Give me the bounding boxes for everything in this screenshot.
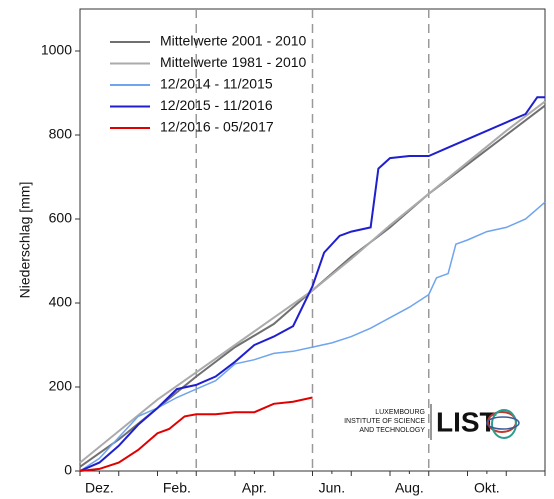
logo-text: AND TECHNOLOGY	[359, 427, 425, 434]
legend: Mittelwerte 2001 - 2010 Mittelwerte 1981 …	[110, 33, 307, 135]
y-axis-label: Niederschlag [mm]	[17, 182, 33, 299]
x-tick-label: Aug.	[395, 480, 424, 496]
logo-ring	[486, 416, 520, 430]
series-line	[79, 96, 545, 472]
legend-label: 12/2015 - 11/2016	[160, 97, 273, 113]
x-tick-label: Dez.	[85, 480, 114, 496]
logo-text: INSTITUTE OF SCIENCE	[344, 418, 425, 425]
series-line	[79, 100, 546, 464]
x-tick-label: Feb.	[163, 480, 191, 496]
logo-text: LUXEMBOURG	[375, 409, 425, 416]
y-tick-label: 200	[49, 378, 73, 394]
y-tick-label: 0	[64, 462, 72, 478]
series-line	[79, 201, 546, 472]
legend-label: Mittelwerte 2001 - 2010	[160, 33, 307, 49]
y-tick-label: 800	[49, 126, 73, 142]
series-line	[79, 396, 313, 472]
y-tick-label: 400	[49, 294, 73, 310]
logo-ring	[491, 409, 517, 439]
logo: LUXEMBOURG INSTITUTE OF SCIENCE AND TECH…	[344, 404, 520, 440]
x-tick-label: Jun.	[319, 480, 345, 496]
y-tick-label: 600	[49, 210, 73, 226]
legend-label: 12/2016 - 05/2017	[160, 119, 274, 135]
y-tick-label: 1000	[41, 42, 72, 58]
x-tick-label: Apr.	[242, 480, 267, 496]
x-tick-label: Okt.	[474, 480, 500, 496]
legend-label: 12/2014 - 11/2015	[160, 76, 273, 92]
plot: 0 200 400 600 800 1000 Dez. Feb. Apr. Jun. Aug. Okt…	[41, 8, 546, 496]
legend-label: Mittelwerte 1981 - 2010	[160, 54, 307, 70]
